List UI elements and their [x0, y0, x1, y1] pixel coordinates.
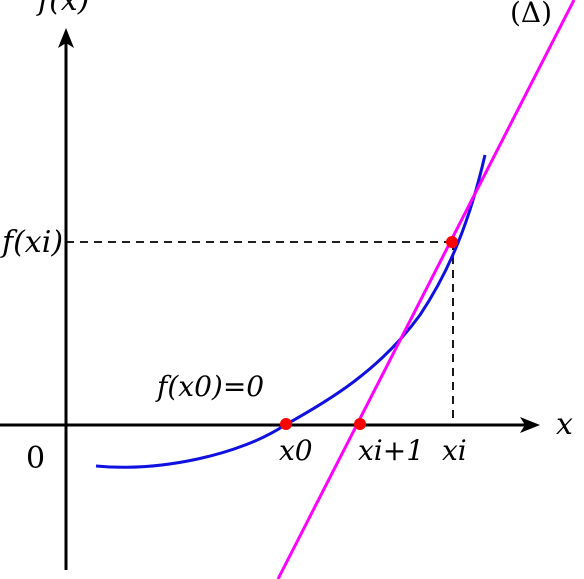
fxi-label: f(xi): [0, 225, 63, 260]
next-iterate-point-xi1: [354, 418, 366, 430]
fx0-equals-zero-label: f(x0)=0: [155, 370, 264, 403]
x0-label: x0: [279, 434, 313, 467]
xi1-label: xi+1: [358, 434, 424, 467]
tangent-line: [276, 0, 576, 579]
current-point-xi: [446, 236, 458, 248]
y-axis-arrowhead: [58, 28, 74, 48]
origin-label: 0: [26, 441, 45, 476]
y-axis-label: f(x): [36, 0, 89, 18]
x-axis-label: x: [556, 407, 573, 442]
tangent-label: (Δ): [510, 0, 552, 29]
x-axis-arrowhead: [520, 417, 540, 433]
xi-label: xi: [442, 434, 467, 467]
root-point-x0: [280, 418, 292, 430]
